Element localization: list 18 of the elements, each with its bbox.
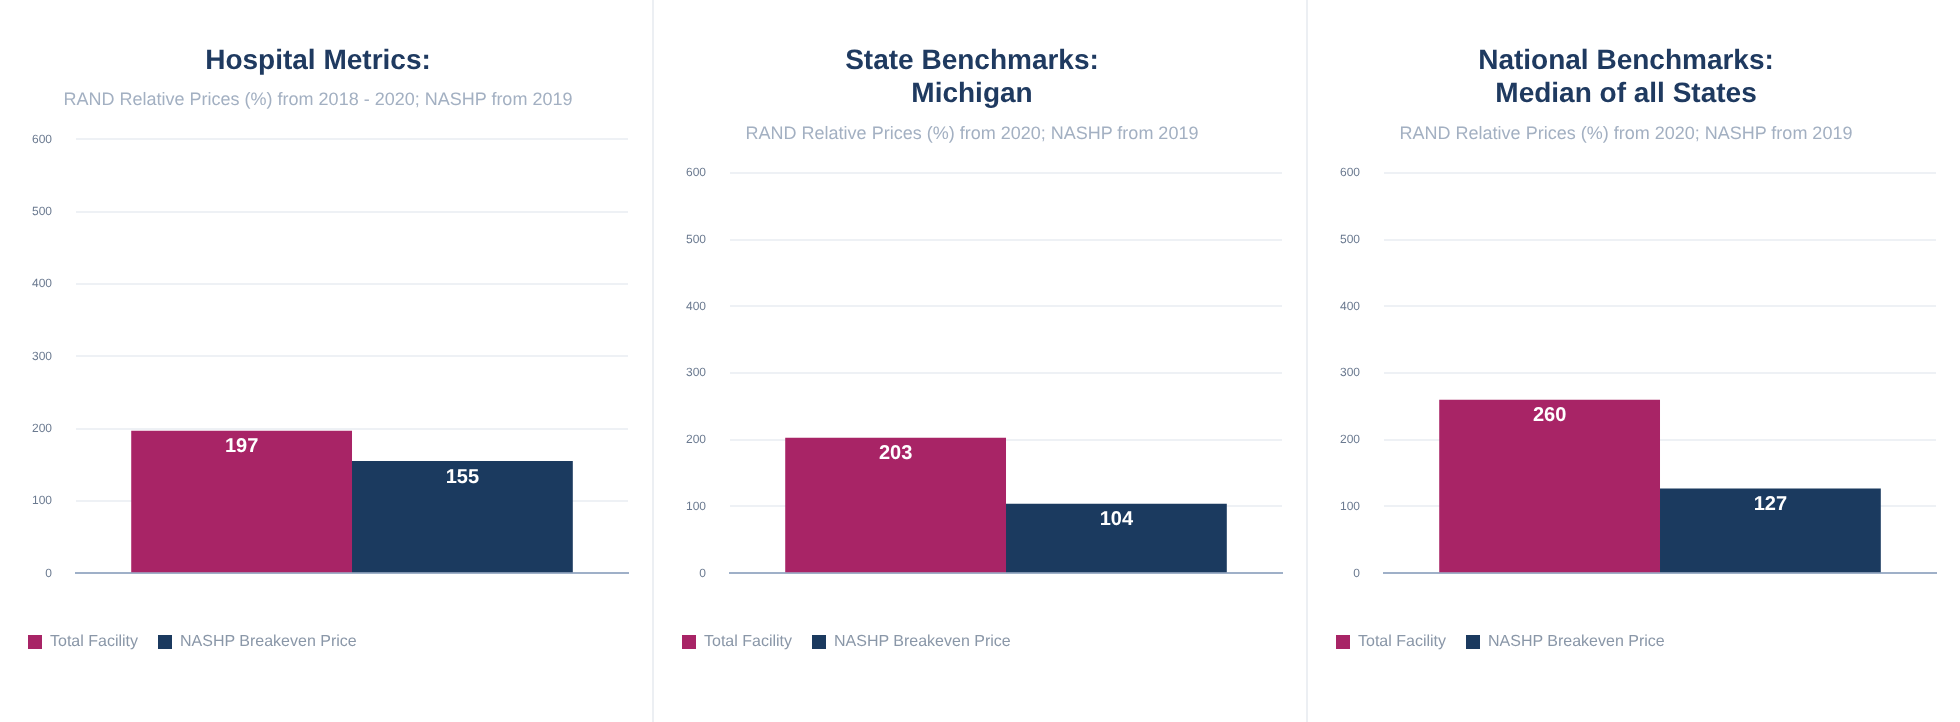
data-label: 104 xyxy=(1099,509,1134,532)
legend-label: Total Facility xyxy=(704,632,793,651)
chart-title: State Benchmarks: Michigan xyxy=(845,42,1099,109)
chart-title: Hospital Metrics: xyxy=(205,42,431,75)
legend-label: Total Facility xyxy=(50,632,139,651)
chart-subtitle: RAND Relative Prices (%) from 2020; NASHP from 2019 xyxy=(745,122,1199,143)
data-label: 155 xyxy=(445,466,480,489)
data-label: 203 xyxy=(878,443,914,466)
data-label: 197 xyxy=(224,436,260,459)
chart-subtitle: RAND Relative Prices (%) from 2018 - 2020; NASHP from 2019 xyxy=(63,89,573,110)
data-label: 127 xyxy=(1753,493,1788,516)
chart-title: National Benchmarks: Median of all States xyxy=(1478,42,1774,109)
legend-label: NASHP Breakeven Price xyxy=(1488,632,1666,651)
chart-subtitle: RAND Relative Prices (%) from 2020; NASHP from 2019 xyxy=(1399,122,1853,143)
legend-label: Total Facility xyxy=(1358,632,1447,651)
legend-label: NASHP Breakeven Price xyxy=(834,632,1012,651)
legend-label: NASHP Breakeven Price xyxy=(180,632,358,651)
data-label: 260 xyxy=(1532,405,1568,428)
